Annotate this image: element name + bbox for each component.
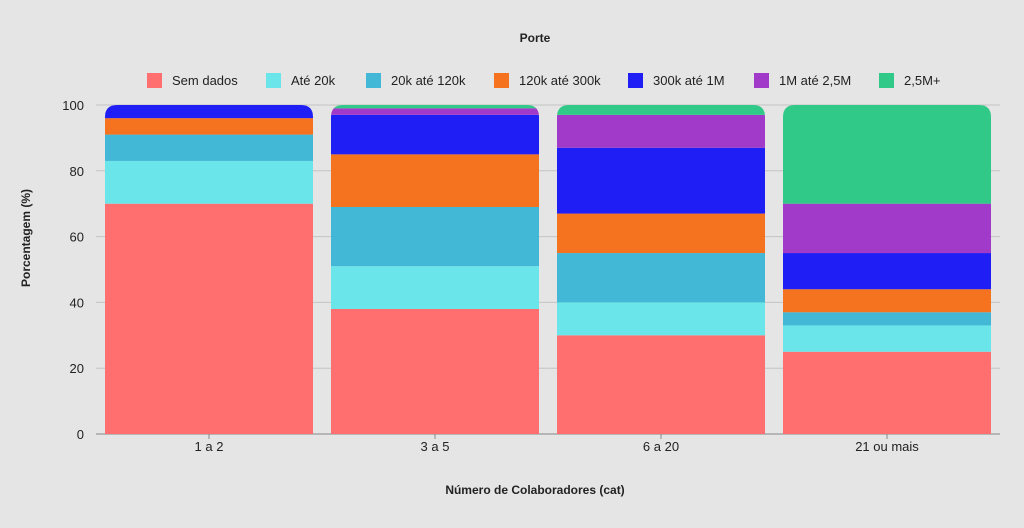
legend-swatch xyxy=(754,73,769,88)
x-axis-title: Número de Colaboradores (cat) xyxy=(445,483,624,497)
bar-segment xyxy=(557,147,765,214)
y-axis-title: Porcentagem (%) xyxy=(19,189,33,287)
legend-label: 120k até 300k xyxy=(519,73,601,88)
legend-label: 2,5M+ xyxy=(904,73,941,88)
y-axis: 0 20 40 60 80 100 xyxy=(62,98,84,442)
y-tick-label: 0 xyxy=(77,427,84,442)
bar-segment xyxy=(557,253,765,303)
bar-segment xyxy=(331,108,539,115)
bar-stack xyxy=(557,105,765,434)
bar-segment xyxy=(783,105,991,204)
bar-segment xyxy=(783,289,991,313)
bar-segment xyxy=(331,308,539,434)
bar-segment xyxy=(105,160,313,204)
bar-stack xyxy=(331,105,539,434)
bar-stack xyxy=(105,105,313,434)
bar-segment xyxy=(557,335,765,434)
legend-swatch xyxy=(366,73,381,88)
legend-item: Sem dados xyxy=(147,73,238,88)
bar-segment xyxy=(331,114,539,155)
x-tick-label: 6 a 20 xyxy=(643,439,679,454)
bar-segment xyxy=(783,325,991,352)
legend-swatch xyxy=(628,73,643,88)
bar-segment xyxy=(105,105,313,119)
bar-segment xyxy=(557,213,765,254)
legend-item: 300k até 1M xyxy=(628,73,725,88)
legend-label: 1M até 2,5M xyxy=(779,73,851,88)
y-tick-label: 60 xyxy=(70,230,84,245)
legend-item: 20k até 120k xyxy=(366,73,466,88)
bar-segment xyxy=(783,351,991,434)
bar-segment xyxy=(783,312,991,326)
legend-swatch xyxy=(147,73,162,88)
bar-segment xyxy=(783,253,991,290)
bar-segment xyxy=(557,302,765,336)
legend-label: Sem dados xyxy=(172,73,238,88)
legend-swatch xyxy=(494,73,509,88)
x-axis: 1 a 2 3 a 5 6 a 20 21 ou mais xyxy=(195,434,919,454)
bar-segment xyxy=(331,266,539,309)
legend-label: 20k até 120k xyxy=(391,73,466,88)
x-tick-label: 3 a 5 xyxy=(421,439,450,454)
legend-title: Porte xyxy=(520,31,551,45)
legend: Sem dados Até 20k 20k até 120k 120k até 300… xyxy=(147,73,941,88)
bar-segment xyxy=(105,203,313,434)
bar-segment xyxy=(105,118,313,135)
bar-segment xyxy=(557,105,765,115)
bar-segment xyxy=(331,206,539,267)
legend-item: Até 20k xyxy=(266,73,336,88)
bar-segment xyxy=(331,154,539,207)
x-tick-label: 1 a 2 xyxy=(195,439,224,454)
y-tick-label: 40 xyxy=(70,295,84,310)
legend-swatch xyxy=(879,73,894,88)
bar-segment xyxy=(331,105,539,109)
bar-segment xyxy=(105,134,313,161)
legend-label: 300k até 1M xyxy=(653,73,725,88)
legend-item: 120k até 300k xyxy=(494,73,601,88)
bar-stack xyxy=(783,105,991,434)
legend-item: 2,5M+ xyxy=(879,73,941,88)
y-tick-label: 80 xyxy=(70,164,84,179)
bar-segment xyxy=(557,114,765,148)
y-tick-label: 20 xyxy=(70,361,84,376)
bar-segment xyxy=(783,203,991,254)
legend-label: Até 20k xyxy=(291,73,336,88)
legend-swatch xyxy=(266,73,281,88)
bars xyxy=(105,105,991,434)
legend-item: 1M até 2,5M xyxy=(754,73,851,88)
x-tick-label: 21 ou mais xyxy=(855,439,919,454)
y-tick-label: 100 xyxy=(62,98,84,113)
